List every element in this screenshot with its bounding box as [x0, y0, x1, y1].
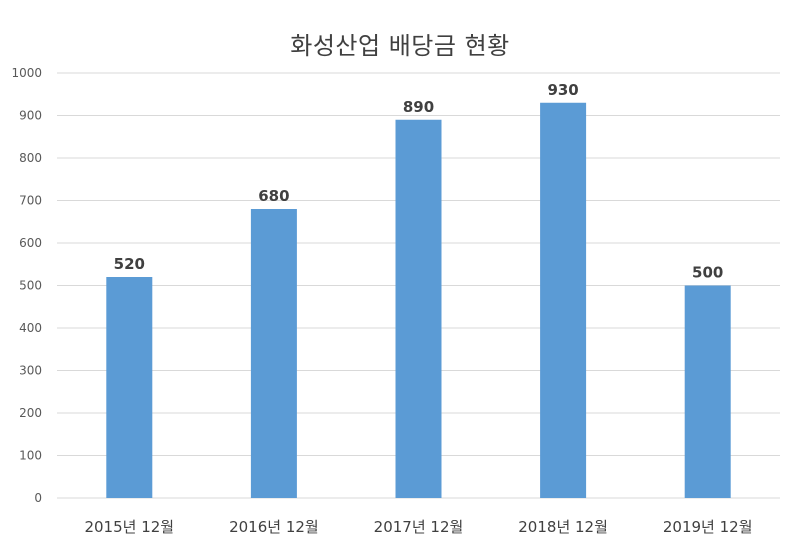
bars — [106, 102, 731, 498]
y-tick-label-200: 200 — [19, 406, 42, 420]
x-category-label-4: 2018년 12월 — [518, 518, 608, 536]
y-tick-label-300: 300 — [19, 364, 42, 378]
x-category-label-5: 2019년 12월 — [663, 518, 753, 536]
y-tick-labels: 0 100 200 300 400 500 600 700 800 900 1000 — [11, 66, 42, 505]
x-category-labels: 2015년 12월 2016년 12월 2017년 12월 2018년 12월 2019… — [84, 518, 752, 536]
y-tick-label-100: 100 — [19, 449, 42, 463]
y-tick-label-600: 600 — [19, 236, 42, 250]
x-category-label-1: 2015년 12월 — [84, 518, 174, 536]
y-tick-label-800: 800 — [19, 151, 42, 165]
bar-1 — [106, 277, 153, 498]
bar-5 — [684, 285, 731, 498]
y-tick-label-400: 400 — [19, 321, 42, 335]
y-tick-label-900: 900 — [19, 109, 42, 123]
chart-title: 화성산업 배당금 현황 — [290, 32, 510, 60]
data-label-1: 520 — [114, 255, 145, 273]
y-tick-label-500: 500 — [19, 279, 42, 293]
data-label-5: 500 — [692, 264, 723, 282]
y-tick-label-1000: 1000 — [11, 66, 42, 80]
bar-2 — [250, 209, 297, 498]
bar-3 — [395, 119, 442, 498]
y-tick-label-0: 0 — [34, 491, 42, 505]
data-label-2: 680 — [258, 187, 289, 205]
data-label-3: 890 — [403, 98, 434, 116]
data-labels: 520 680 890 930 500 — [114, 81, 724, 282]
x-category-label-3: 2017년 12월 — [374, 518, 464, 536]
x-category-label-2: 2016년 12월 — [229, 518, 319, 536]
y-tick-label-700: 700 — [19, 194, 42, 208]
bar-4 — [540, 102, 587, 498]
data-label-4: 930 — [547, 81, 578, 99]
